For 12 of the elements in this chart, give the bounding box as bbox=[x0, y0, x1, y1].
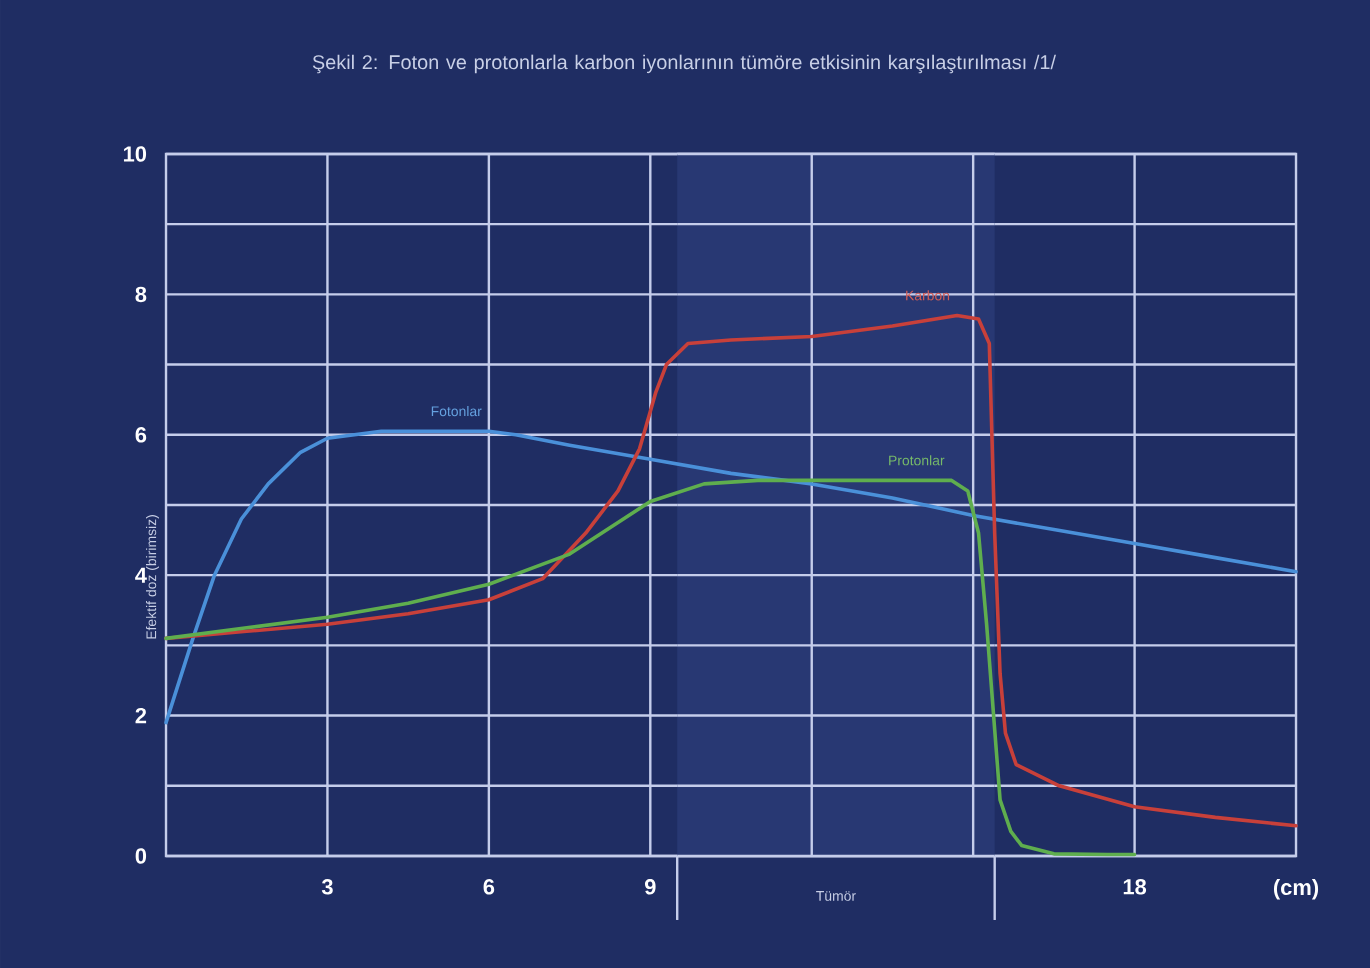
y-tick-label: 8 bbox=[135, 286, 147, 303]
chart-title: Şekil 2: Foton ve protonlarla karbon iyonlarının tümöre etkisinin karşılaştırılması /1/ bbox=[312, 54, 1056, 74]
y-tick-label: 0 bbox=[135, 848, 147, 864]
x-tick-label: 6 bbox=[483, 879, 495, 895]
x-tick-label: 18 bbox=[1123, 879, 1147, 895]
x-tick-label: 3 bbox=[321, 879, 333, 895]
y-tick-label: 2 bbox=[135, 707, 147, 724]
y-tick-label: 6 bbox=[135, 427, 147, 443]
x-axis-title: (cm) bbox=[1273, 879, 1319, 900]
x-tick-label: 9 bbox=[644, 879, 656, 895]
y-tick-label: 4 bbox=[135, 567, 147, 583]
y-tick-label: 10 bbox=[123, 146, 147, 162]
